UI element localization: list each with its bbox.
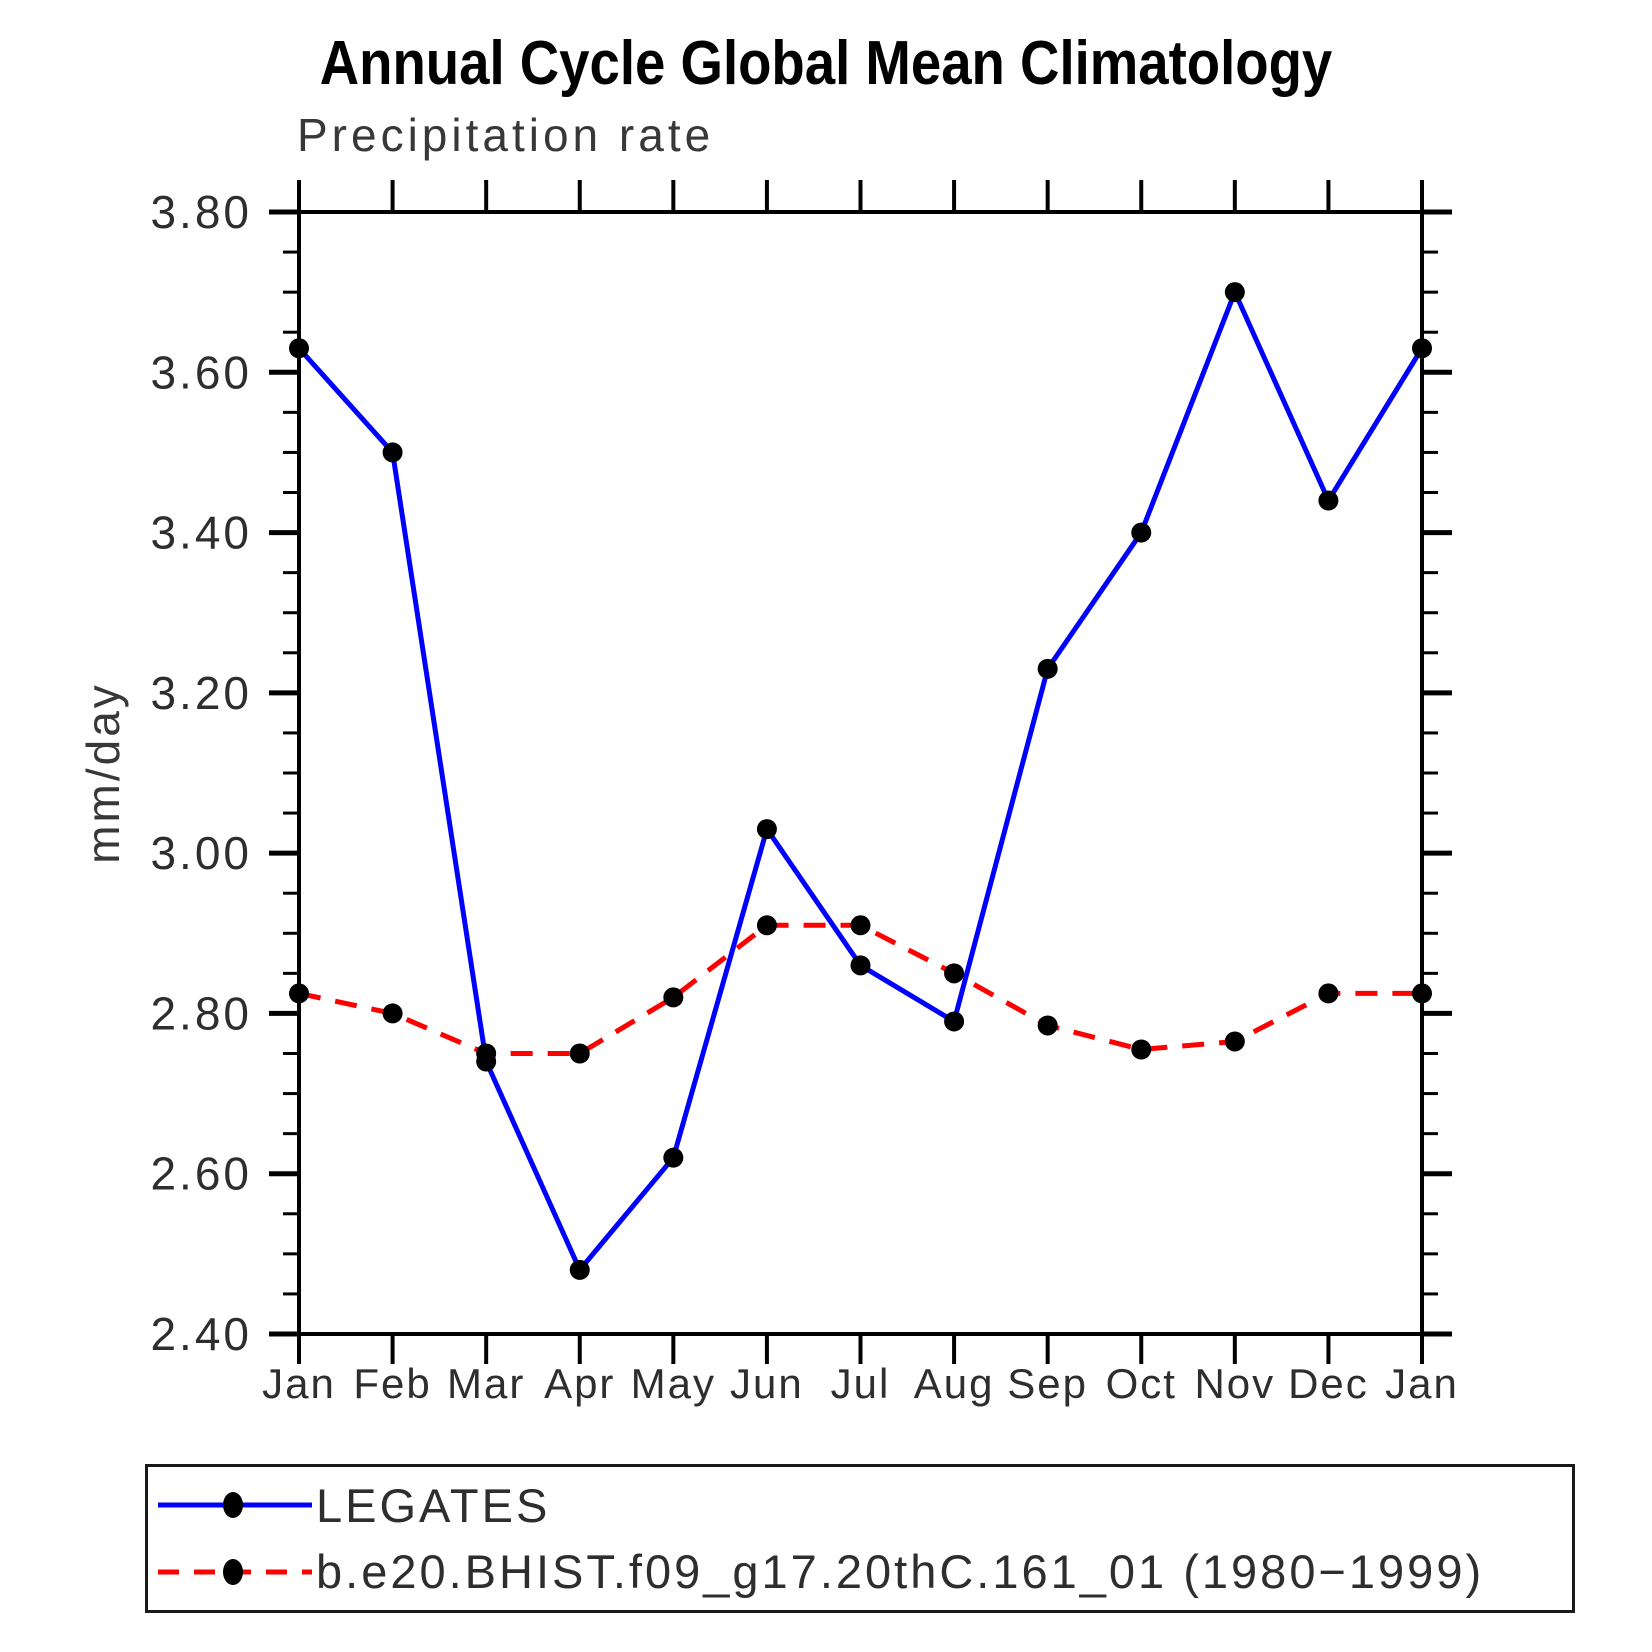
y-tick-label: 3.00 <box>150 827 252 879</box>
data-marker-1-7 <box>944 963 965 984</box>
x-tick-label: Jun <box>730 1360 804 1407</box>
y-tick-label: 3.80 <box>150 186 252 238</box>
x-tick-label: Nov <box>1194 1360 1275 1407</box>
x-tick-label: Oct <box>1106 1360 1177 1407</box>
data-marker-1-2 <box>476 1043 497 1064</box>
x-tick-label: Dec <box>1288 1360 1369 1407</box>
y-tick-label: 3.60 <box>150 346 252 398</box>
data-marker-0-8 <box>1037 658 1058 679</box>
x-tick-label: Jan <box>262 1360 336 1407</box>
y-tick-label: 2.40 <box>150 1308 252 1360</box>
legend-key-model <box>158 1558 312 1585</box>
data-marker-0-10 <box>1224 282 1245 303</box>
y-tick-label: 2.80 <box>150 987 252 1039</box>
data-marker-1-11 <box>1318 983 1339 1004</box>
data-marker-0-4 <box>663 1147 684 1168</box>
x-tick-label: Feb <box>353 1360 431 1407</box>
legend-sample-marker <box>223 1558 243 1585</box>
data-marker-0-1 <box>382 442 403 463</box>
legend-item-model: b.e20.BHIST.f09_g17.20thC.161_01 (1980−1… <box>154 1544 1572 1600</box>
y-tick-label: 3.40 <box>150 507 252 559</box>
x-tick-label: Mar <box>447 1360 525 1407</box>
data-marker-0-11 <box>1318 490 1339 511</box>
y-tick-label: 2.60 <box>150 1148 252 1200</box>
data-marker-1-1 <box>382 1003 403 1024</box>
x-tick-label: Sep <box>1007 1360 1088 1407</box>
data-marker-1-8 <box>1037 1015 1058 1036</box>
data-marker-1-4 <box>663 987 684 1008</box>
data-marker-0-9 <box>1131 522 1152 543</box>
legend-label-model: b.e20.BHIST.f09_g17.20thC.161_01 (1980−1… <box>316 1545 1485 1599</box>
data-marker-1-0 <box>289 983 309 1004</box>
series-line-0 <box>297 289 1425 1273</box>
data-marker-1-10 <box>1224 1031 1245 1052</box>
y-tick-label: 3.20 <box>150 667 252 719</box>
data-marker-0-6 <box>850 955 871 976</box>
data-marker-1-3 <box>569 1043 590 1064</box>
data-marker-1-12 <box>1412 983 1432 1004</box>
data-marker-1-5 <box>756 915 777 936</box>
x-tick-label: Aug <box>914 1360 995 1407</box>
data-marker-1-9 <box>1131 1039 1152 1060</box>
legend-label-legates: LEGATES <box>316 1478 551 1532</box>
data-marker-0-5 <box>756 819 777 840</box>
x-tick-label: Jan <box>1385 1360 1459 1407</box>
legend-box: LEGATES b.e20.BHIST.f09_g17.20thC.161_01… <box>145 1464 1575 1613</box>
chart-subtitle: Precipitation rate <box>297 109 715 161</box>
x-tick-label: Jul <box>831 1360 891 1407</box>
data-marker-0-0 <box>289 338 309 359</box>
legend-key-legates <box>158 1492 312 1519</box>
x-tick-label: May <box>631 1360 716 1407</box>
data-marker-0-3 <box>569 1259 590 1280</box>
chart-title: Annual Cycle Global Mean Climatology <box>319 29 1333 98</box>
data-marker-0-12 <box>1412 338 1432 359</box>
legend-item-legates: LEGATES <box>154 1477 1572 1533</box>
legend-sample-marker <box>223 1492 243 1519</box>
data-marker-0-7 <box>944 1011 965 1032</box>
x-tick-label: Apr <box>544 1360 615 1407</box>
data-marker-1-6 <box>850 915 871 936</box>
plot-box <box>297 210 1424 1336</box>
